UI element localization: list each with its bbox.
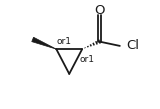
Text: or1: or1 [80,54,95,64]
Text: Cl: Cl [126,39,139,52]
Polygon shape [32,37,56,49]
Text: or1: or1 [56,37,71,46]
Text: O: O [94,4,105,17]
